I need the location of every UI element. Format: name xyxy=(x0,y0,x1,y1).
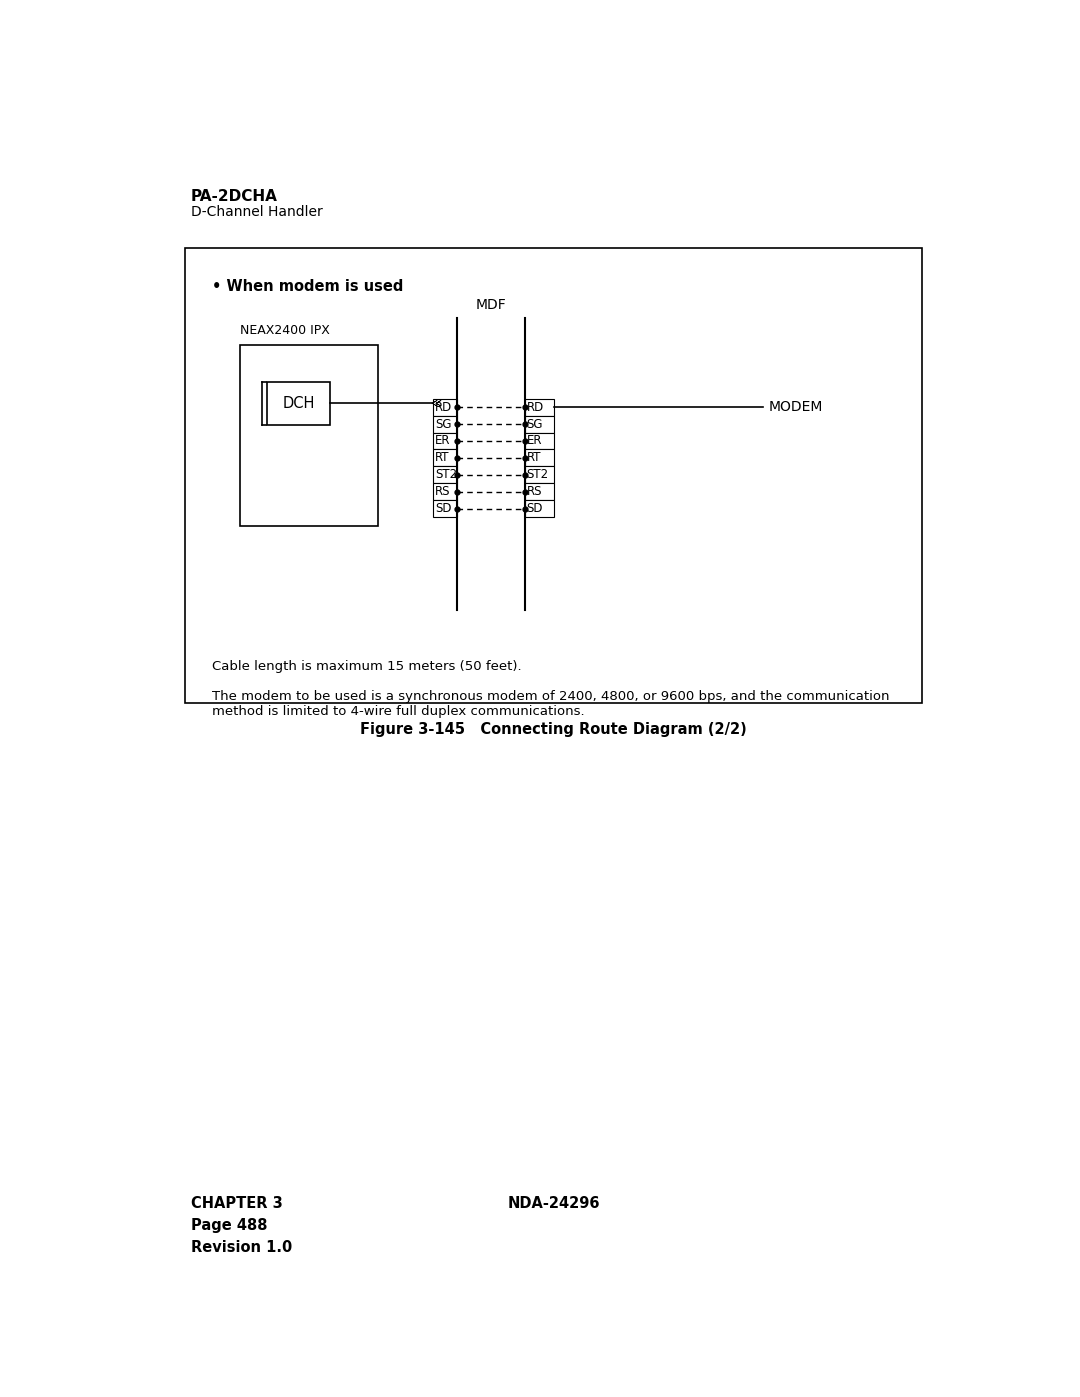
Bar xyxy=(525,415,554,433)
Text: • When modem is used: • When modem is used xyxy=(213,279,404,295)
Polygon shape xyxy=(435,401,441,407)
Text: MODEM: MODEM xyxy=(769,400,823,414)
Bar xyxy=(525,467,554,483)
Bar xyxy=(267,381,330,425)
Text: NEAX2400 IPX: NEAX2400 IPX xyxy=(240,324,329,337)
Bar xyxy=(433,483,457,500)
Text: MDF: MDF xyxy=(475,298,507,312)
Text: SG: SG xyxy=(435,418,451,430)
Bar xyxy=(186,249,921,703)
Text: RD: RD xyxy=(526,401,543,414)
Text: ER: ER xyxy=(435,434,450,447)
Text: SG: SG xyxy=(526,418,543,430)
Text: CHAPTER 3
Page 488
Revision 1.0: CHAPTER 3 Page 488 Revision 1.0 xyxy=(191,1196,292,1255)
Bar xyxy=(525,433,554,450)
Bar xyxy=(240,345,378,525)
Text: PA-2DCHA: PA-2DCHA xyxy=(191,189,278,204)
Text: ER: ER xyxy=(526,434,542,447)
Text: DCH: DCH xyxy=(282,395,314,411)
Text: RT: RT xyxy=(435,451,449,464)
Bar xyxy=(433,450,457,467)
Text: RT: RT xyxy=(526,451,541,464)
Polygon shape xyxy=(432,401,437,407)
Text: SD: SD xyxy=(435,503,451,515)
Text: D-Channel Handler: D-Channel Handler xyxy=(191,204,323,218)
Text: Cable length is maximum 15 meters (50 feet).: Cable length is maximum 15 meters (50 fe… xyxy=(213,661,522,673)
Text: The modem to be used is a synchronous modem of 2400, 4800, or 9600 bps, and the : The modem to be used is a synchronous mo… xyxy=(213,690,890,718)
Text: ST2: ST2 xyxy=(435,468,457,482)
Text: NDA-24296: NDA-24296 xyxy=(508,1196,599,1211)
Text: ST2: ST2 xyxy=(526,468,549,482)
Bar xyxy=(433,467,457,483)
Bar xyxy=(433,398,457,415)
Bar xyxy=(433,415,457,433)
Bar xyxy=(525,483,554,500)
Bar xyxy=(433,500,457,517)
Bar xyxy=(525,398,554,415)
Text: Figure 3-145   Connecting Route Diagram (2/2): Figure 3-145 Connecting Route Diagram (2… xyxy=(360,722,747,738)
Text: RD: RD xyxy=(435,401,453,414)
Bar xyxy=(525,500,554,517)
Text: SD: SD xyxy=(526,503,543,515)
Text: RS: RS xyxy=(526,485,542,499)
Bar xyxy=(433,433,457,450)
Bar xyxy=(525,450,554,467)
Text: RS: RS xyxy=(435,485,450,499)
